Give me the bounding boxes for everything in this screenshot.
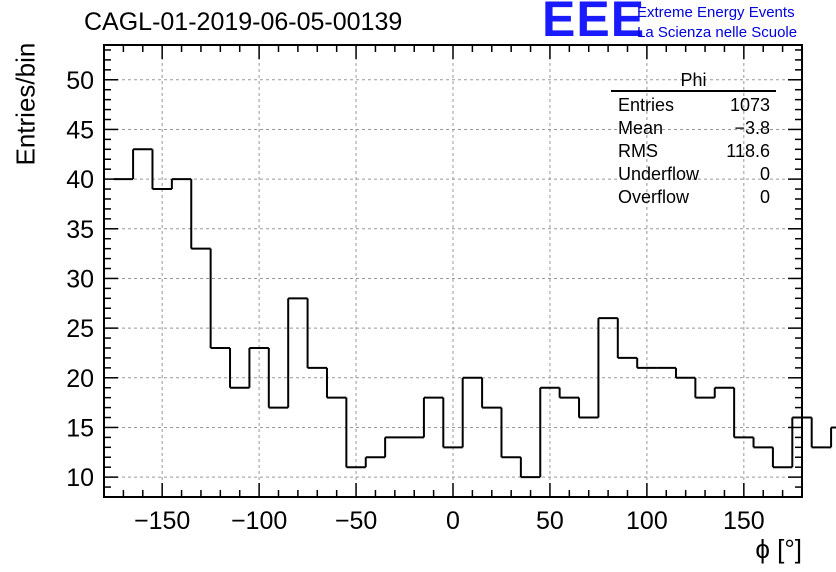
logo-subtitle-2: La Scienza nelle Scuole [637,24,798,41]
stats-row-overflow: Overflow 0 [611,186,776,209]
stats-row-rms: RMS 118.6 [611,140,776,163]
y-tick-label: 40 [66,166,94,194]
stats-value: −3.8 [734,118,770,138]
x-tick-label: 50 [536,507,564,535]
stats-value: 0 [759,164,770,184]
run-title: CAGL-01-2019-06-05-00139 [84,8,403,36]
y-tick-label: 15 [66,414,94,442]
stats-value: 118.6 [726,141,770,161]
y-tick-label: 45 [66,116,94,144]
stats-row-mean: Mean −3.8 [611,117,776,140]
x-tick-label: −150 [134,507,190,535]
x-tick-label: 100 [626,507,668,535]
y-tick-label: 20 [66,365,94,393]
y-tick-label: 10 [66,464,94,492]
x-tick-label: 150 [723,507,765,535]
y-tick-label: 30 [66,265,94,293]
stats-divider [611,90,776,92]
y-tick-label: 50 [66,67,94,95]
logo-subtitle-1: Extreme Energy Events [637,4,795,21]
stats-label: Mean [618,118,664,138]
axes [103,44,803,498]
stats-box: Phi Entries 1073 Mean −3.8 RMS 118.6 Und… [611,70,776,209]
stats-row-underflow: Underflow 0 [611,163,776,186]
x-tick-label: −50 [335,507,377,535]
stats-label: Overflow [618,187,690,207]
eee-logo: EEE [542,0,646,47]
tick-labels: −150 −100 −50 0 50 100 150 10 15 20 25 30 35 40 45 50 [66,67,765,535]
stats-label: Entries [618,95,675,115]
stats-label: Underflow [618,164,700,184]
stats-title: Phi [680,70,707,90]
y-axis-label: Entries/bin [10,42,41,166]
stats-value: 0 [759,187,770,207]
x-axis-label: ϕ [°] [755,534,802,564]
stats-value: 1073 [729,95,770,115]
y-tick-label: 35 [66,216,94,244]
stats-label: RMS [618,141,658,161]
grid-lines [104,45,802,497]
y-tick-label: 25 [66,315,94,343]
histogram [113,148,836,479]
x-tick-label: 0 [446,507,460,535]
stats-row-entries: Entries 1073 [611,94,776,117]
x-tick-label: −100 [231,507,287,535]
